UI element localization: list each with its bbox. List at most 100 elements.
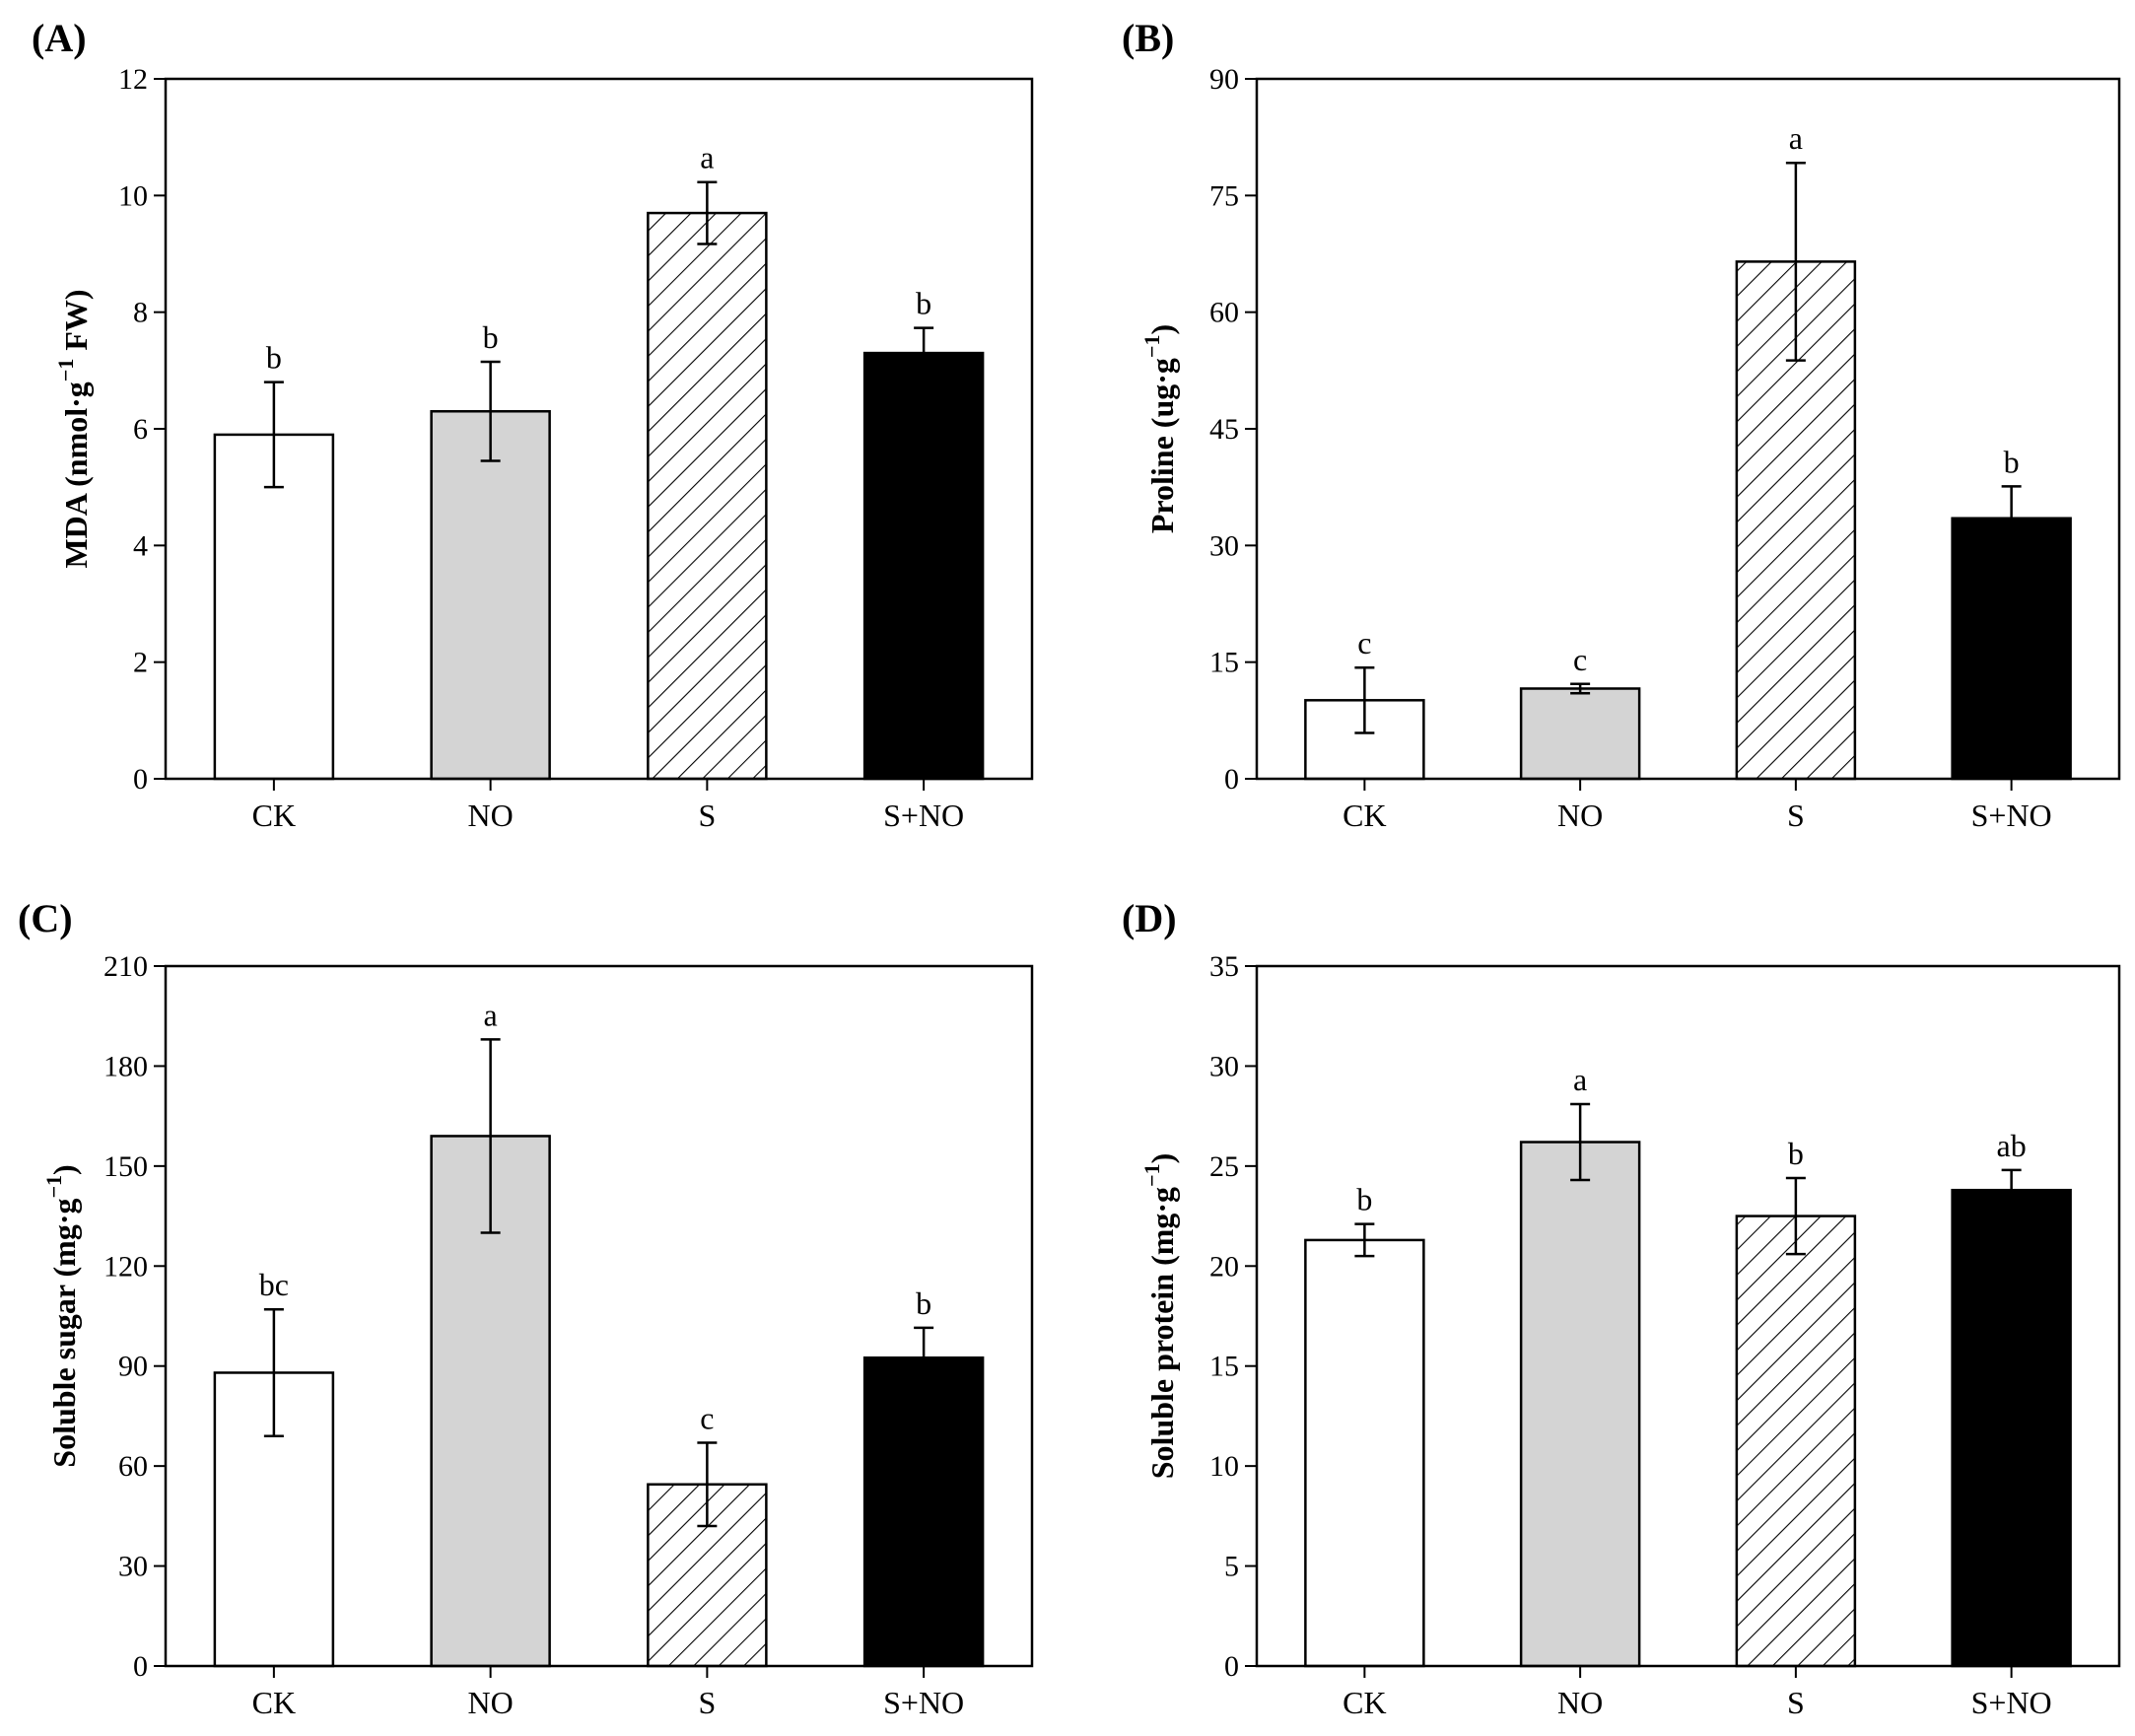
- y-tick-label: 0: [133, 1650, 148, 1683]
- x-tick-label: NO: [1557, 798, 1603, 833]
- y-tick-label: 10: [118, 179, 148, 212]
- y-tick-label: 35: [1209, 950, 1239, 983]
- y-tick-label: 20: [1209, 1250, 1239, 1283]
- y-tick-label: 210: [103, 950, 148, 983]
- x-tick-label: CK: [252, 1685, 296, 1720]
- x-tick-label: S: [698, 1685, 716, 1720]
- y-tick-label: 75: [1209, 179, 1239, 212]
- y-tick-label: 60: [118, 1450, 148, 1483]
- y-tick-label: 120: [103, 1250, 148, 1283]
- bar-s-plus-no: [862, 351, 985, 781]
- plot-frame: [1255, 964, 2121, 1668]
- significance-label: b: [266, 340, 282, 376]
- x-tick-label: CK: [252, 798, 296, 833]
- bar-no: [430, 410, 551, 781]
- chart-panel-b: (B) 0 15 30 45 60 75 90 c CK c NO a Sb S+NO Proline (ug…: [1122, 16, 2121, 833]
- y-axis-title-main: Proline (ug·g: [1144, 358, 1180, 533]
- y-tick-label: 90: [118, 1351, 148, 1383]
- y-axis-title-main: Soluble protein (mg·g: [1144, 1187, 1180, 1479]
- bar-no: [1519, 687, 1641, 781]
- bar-s-plus-no: [862, 1356, 985, 1668]
- x-tick-label: CK: [1343, 798, 1386, 833]
- bar-ck: [1304, 1238, 1425, 1668]
- panel-label: (B): [1122, 16, 1174, 60]
- significance-label: a: [484, 997, 498, 1032]
- x-tick-label: S+NO: [1971, 798, 2052, 833]
- significance-label: a: [1789, 120, 1803, 156]
- y-axis-title-tail: FW): [58, 289, 94, 358]
- y-axis-title-tail: ): [1144, 324, 1180, 335]
- x-tick-label: NO: [468, 798, 514, 833]
- y-tick-label: 45: [1209, 413, 1239, 446]
- y-tick-label: 2: [133, 647, 148, 679]
- y-axis-title: MDA (nmol·g−1 FW): [53, 289, 94, 568]
- chart-panel-c: (C) 0 30 60 90 120 150 180 210 bc CK a NO c Sb S+NO Solu…: [18, 896, 1034, 1720]
- y-axis-title-tail: ): [46, 1164, 82, 1175]
- panel-label: (A): [32, 16, 87, 60]
- y-tick-label: 60: [1209, 297, 1239, 329]
- bar-s: [1735, 1215, 1857, 1668]
- plot-frame: [164, 964, 1034, 1668]
- y-tick-label: 8: [133, 297, 148, 329]
- significance-label: ab: [1997, 1128, 2027, 1163]
- bar-s-plus-no: [1951, 1188, 2072, 1668]
- y-tick-label: 180: [103, 1050, 148, 1082]
- bar-no: [1519, 1141, 1641, 1668]
- y-tick-label: 15: [1209, 647, 1239, 679]
- y-axis-title-sup: −1: [1139, 1163, 1164, 1187]
- y-tick-label: 90: [1209, 63, 1239, 96]
- chart-panel-d: (D) 0 5 10 15 20 25 30 35 b CK a NO b Sab S+NO Soluble p…: [1122, 896, 2121, 1720]
- y-tick-label: 30: [1209, 529, 1239, 562]
- significance-label: b: [916, 1285, 931, 1321]
- x-tick-label: S: [698, 798, 716, 833]
- y-axis-title-main: MDA (nmol·g: [58, 382, 94, 568]
- x-tick-label: CK: [1343, 1685, 1386, 1720]
- y-tick-label: 30: [118, 1551, 148, 1583]
- x-tick-label: NO: [1557, 1685, 1603, 1720]
- significance-label: a: [700, 140, 714, 175]
- bar-s-plus-no: [1951, 517, 2072, 781]
- x-tick-label: S: [1787, 798, 1805, 833]
- y-axis-title: Soluble protein (mg·g−1): [1139, 1153, 1180, 1480]
- y-tick-label: 0: [133, 763, 148, 796]
- significance-label: c: [700, 1400, 714, 1435]
- y-tick-label: 30: [1209, 1050, 1239, 1082]
- y-axis-title-sup: −1: [41, 1175, 66, 1199]
- significance-label: bc: [259, 1267, 289, 1302]
- plot-frame: [1255, 77, 2121, 781]
- y-axis-title-tail: ): [1144, 1153, 1180, 1164]
- y-axis-title: Proline (ug·g−1): [1139, 324, 1180, 533]
- y-tick-label: 5: [1224, 1551, 1239, 1583]
- significance-label: b: [483, 319, 499, 355]
- y-axis-title-sup: −1: [53, 359, 78, 382]
- significance-label: c: [1357, 625, 1371, 660]
- x-tick-label: NO: [468, 1685, 514, 1720]
- y-tick-label: 12: [118, 63, 148, 96]
- x-tick-label: S+NO: [883, 798, 964, 833]
- panel-label: (D): [1122, 896, 1177, 940]
- bar-s: [647, 211, 768, 781]
- significance-label: b: [2004, 444, 2020, 479]
- y-tick-label: 15: [1209, 1351, 1239, 1383]
- significance-label: b: [1356, 1182, 1372, 1217]
- significance-label: b: [1788, 1136, 1804, 1171]
- y-tick-label: 10: [1209, 1450, 1239, 1483]
- y-tick-label: 4: [133, 529, 148, 562]
- y-tick-label: 0: [1224, 1650, 1239, 1683]
- plot-frame: [164, 77, 1034, 781]
- y-tick-label: 25: [1209, 1150, 1239, 1183]
- x-tick-label: S: [1787, 1685, 1805, 1720]
- y-axis-title: Soluble sugar (mg·g−1): [41, 1164, 82, 1467]
- panel-label: (C): [18, 896, 73, 940]
- x-tick-label: S+NO: [883, 1685, 964, 1720]
- x-tick-label: S+NO: [1971, 1685, 2052, 1720]
- y-tick-label: 150: [103, 1150, 148, 1183]
- significance-label: a: [1573, 1062, 1587, 1097]
- y-tick-label: 6: [133, 413, 148, 446]
- chart-panel-a: (A) 0 2 4 6 8 10 12 b CK b NO a Sb S+NO MDA (nmol·g−1 F…: [32, 16, 1034, 833]
- y-tick-label: 0: [1224, 763, 1239, 796]
- significance-label: b: [916, 286, 931, 321]
- y-axis-title-sup: −1: [1139, 335, 1164, 359]
- significance-label: c: [1573, 642, 1587, 677]
